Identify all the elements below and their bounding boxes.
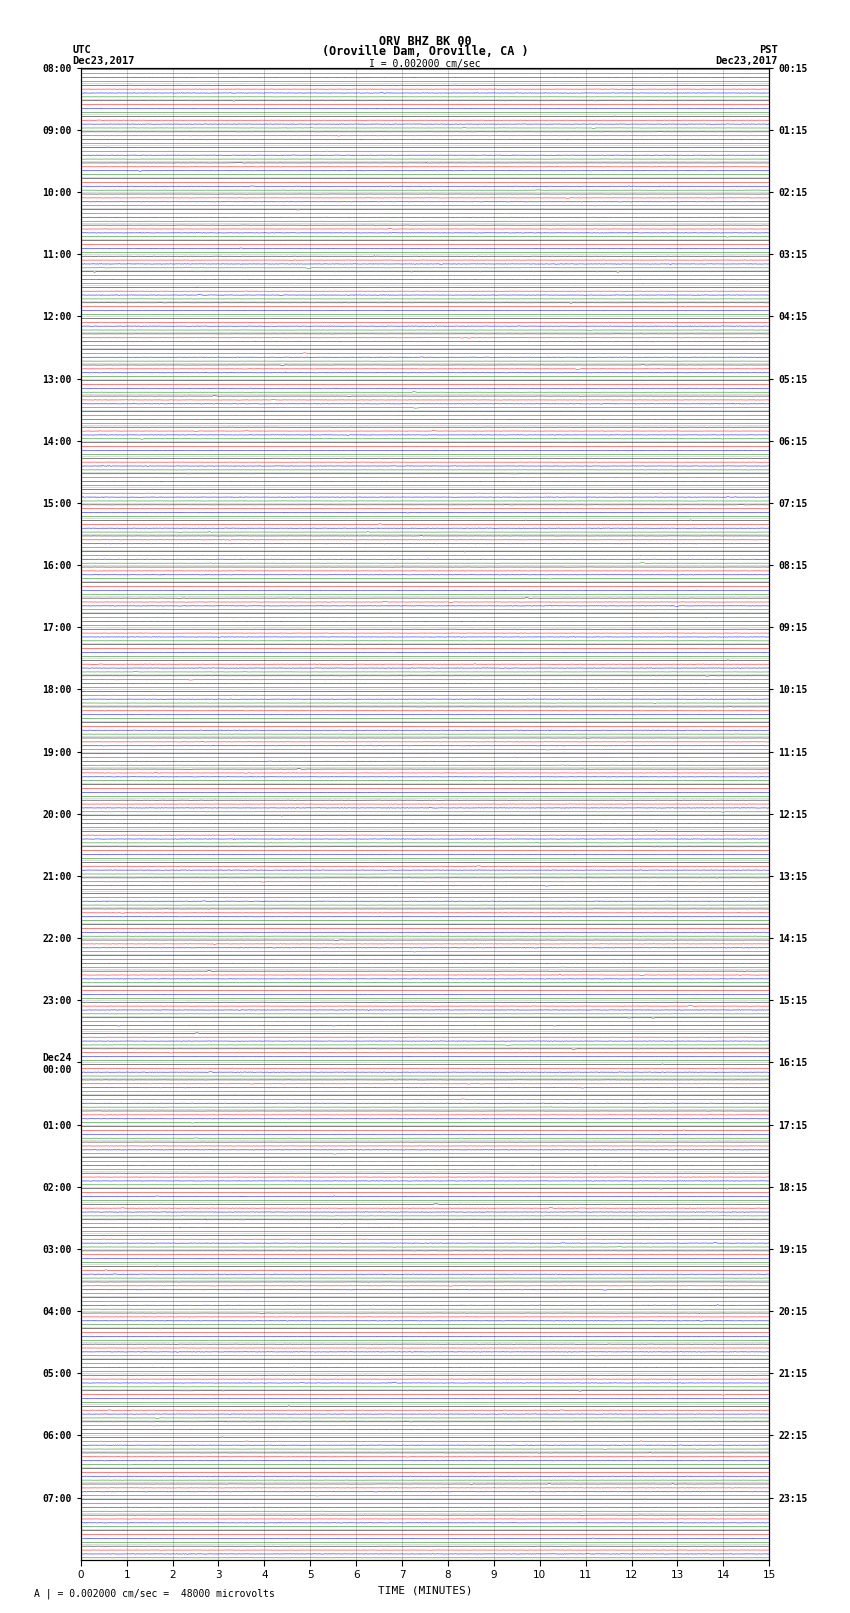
- Text: A | = 0.002000 cm/sec =  48000 microvolts: A | = 0.002000 cm/sec = 48000 microvolts: [34, 1589, 275, 1600]
- Text: Dec23,2017: Dec23,2017: [715, 56, 778, 66]
- Text: Dec23,2017: Dec23,2017: [72, 56, 135, 66]
- Text: UTC: UTC: [72, 45, 91, 55]
- Text: I = 0.002000 cm/sec: I = 0.002000 cm/sec: [369, 58, 481, 69]
- Text: ORV BHZ BK 00: ORV BHZ BK 00: [379, 35, 471, 48]
- X-axis label: TIME (MINUTES): TIME (MINUTES): [377, 1586, 473, 1595]
- Text: PST: PST: [759, 45, 778, 55]
- Text: (Oroville Dam, Oroville, CA ): (Oroville Dam, Oroville, CA ): [321, 45, 529, 58]
